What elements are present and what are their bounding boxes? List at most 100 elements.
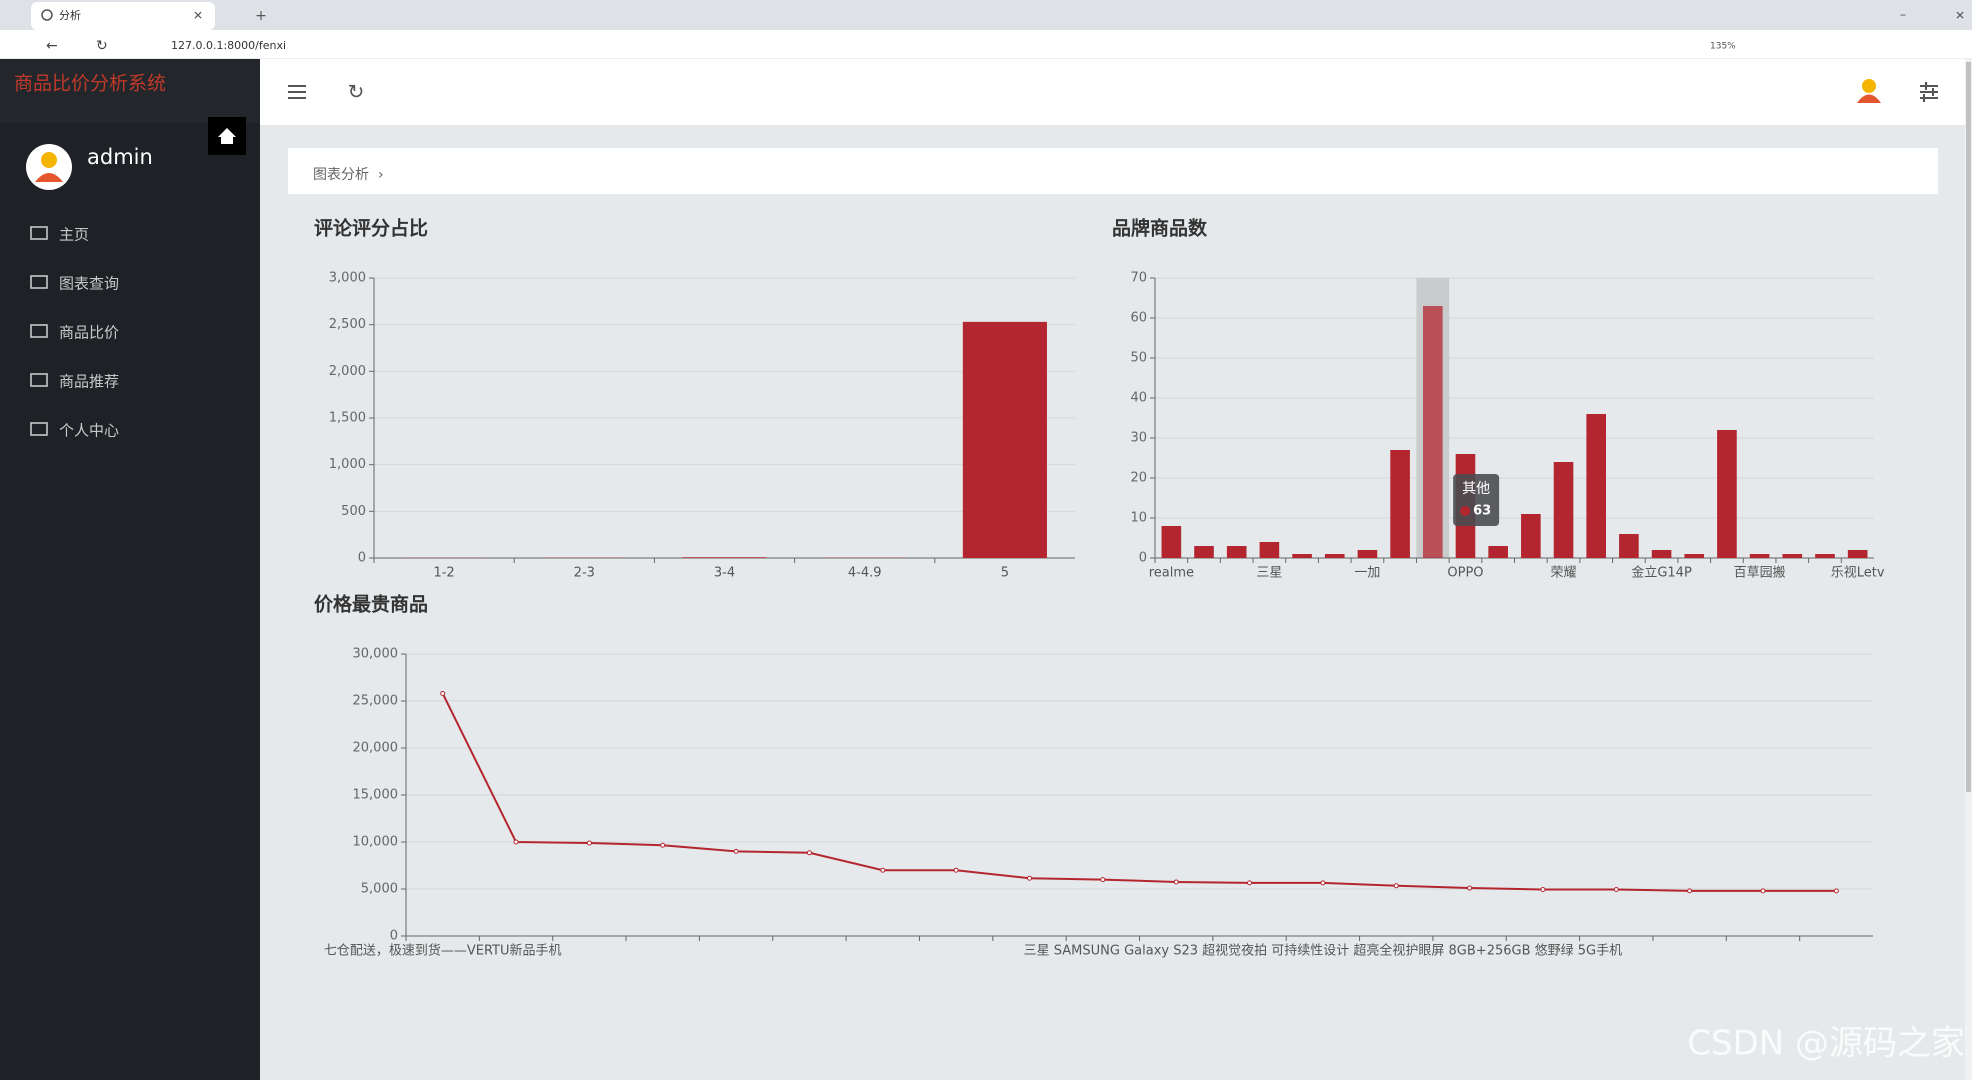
refresh-button[interactable]: ↻ [348,80,365,104]
x-tick-label: OPPO [1447,566,1483,581]
bar[interactable] [1357,550,1378,558]
y-tick-label: 500 [341,504,366,519]
reload[interactable]: ↻ [96,38,108,54]
tab[interactable] [31,2,215,30]
menu-toggle[interactable] [288,85,306,99]
point[interactable] [806,850,812,856]
menu-icon [30,422,48,436]
bar[interactable] [1194,546,1214,558]
x-tick-label: 4-4.9 [848,566,882,581]
point[interactable] [1320,880,1326,886]
new-tab[interactable]: + [255,8,267,24]
x-tick-label: 2-3 [574,566,595,581]
point[interactable] [513,839,519,845]
bar[interactable] [1619,534,1639,558]
y-tick-label: 2,000 [329,364,366,379]
point[interactable] [440,690,446,696]
menu-item[interactable]: 商品比价 [59,324,119,342]
sidebar [0,59,260,1080]
tooltip-label: 其他 [1462,481,1490,497]
bar[interactable] [1521,514,1541,558]
bar[interactable] [1684,554,1705,558]
point[interactable] [1247,880,1253,886]
tooltip-value: 63 [1473,504,1491,519]
bar[interactable] [1651,550,1672,558]
bar[interactable] [1292,554,1312,558]
bar[interactable] [1488,546,1508,558]
bar[interactable] [1324,554,1345,558]
x-tick-label: 乐视Letv [1831,566,1885,581]
x-tick-label: realme [1149,566,1194,581]
bar[interactable] [1553,462,1574,558]
point[interactable] [733,848,739,854]
menu-item[interactable]: 图表查询 [59,275,119,293]
scroll-thumb[interactable] [1966,62,1971,792]
menu-item[interactable]: 个人中心 [59,422,119,440]
point[interactable] [880,867,886,873]
tab-close[interactable]: ✕ [193,9,203,23]
chart-title: 价格最贵商品 [314,593,428,616]
x-tick-label: 三星 SAMSUNG Galaxy S23 超视觉夜拍 可持续性设计 超亮全视护… [1024,943,1622,959]
bar[interactable] [962,321,1047,558]
breadcrumb-bar [288,148,1938,194]
x-tick-label: 金立G14P [1631,565,1692,581]
y-tick-label: 1,500 [329,411,366,426]
header [260,59,1972,125]
chart-title: 品牌商品数 [1112,217,1208,240]
back[interactable]: ← [46,38,58,54]
point[interactable] [1687,888,1693,894]
bar[interactable] [1422,306,1443,558]
point[interactable] [1393,883,1399,889]
y-tick-label: 30,000 [353,647,399,662]
y-tick-label: 1,000 [329,457,366,472]
bar[interactable] [682,557,767,558]
y-tick-label: 15,000 [353,788,399,803]
user-icon[interactable] [1862,79,1876,93]
point[interactable] [953,867,959,873]
settings-button[interactable] [1920,82,1938,102]
x-tick-label: 荣耀 [1551,566,1577,581]
menu-item[interactable]: 商品推荐 [59,373,119,391]
x-tick-label: 七仓配送，极速到货——VERTU新品手机 [324,943,562,959]
point[interactable] [1540,886,1546,892]
menu-icon [30,226,48,240]
point[interactable] [1100,877,1106,883]
point[interactable] [1760,888,1766,894]
user-name: admin [87,145,153,169]
y-tick-label: 60 [1130,311,1147,326]
y-tick-label: 3,000 [329,271,366,286]
point[interactable] [586,840,592,846]
point[interactable] [660,842,666,848]
menu-item[interactable]: 主页 [59,226,89,244]
point[interactable] [1613,886,1619,892]
point[interactable] [1173,879,1179,885]
y-tick-label: 10,000 [353,835,399,850]
y-tick-label: 25,000 [353,694,399,709]
bar[interactable] [1226,546,1247,558]
bar[interactable] [1782,554,1803,558]
y-tick-label: 70 [1130,271,1147,286]
bar[interactable] [1815,554,1835,558]
bar[interactable] [1161,526,1182,558]
bar[interactable] [1847,550,1868,558]
y-tick-label: 5,000 [361,882,398,897]
bar[interactable] [1717,430,1737,558]
window-min[interactable]: – [1900,8,1906,22]
y-tick-label: 50 [1130,351,1147,366]
point[interactable] [1026,875,1032,881]
window-close[interactable]: ✕ [1955,9,1965,23]
bar[interactable] [1749,554,1770,558]
breadcrumb-separator: › [378,167,384,183]
bar[interactable] [1586,414,1607,558]
bar[interactable] [1390,450,1410,558]
breadcrumb[interactable]: 图表分析 [313,167,369,183]
url[interactable]: 127.0.0.1:8000/fenxi [171,39,286,52]
y-tick-label: 2,500 [329,317,366,332]
point[interactable] [1833,888,1839,894]
point[interactable] [1467,885,1473,891]
bar[interactable] [1259,542,1280,558]
brand[interactable]: 商品比价分析系统 [14,73,166,95]
menu-icon [30,324,48,338]
